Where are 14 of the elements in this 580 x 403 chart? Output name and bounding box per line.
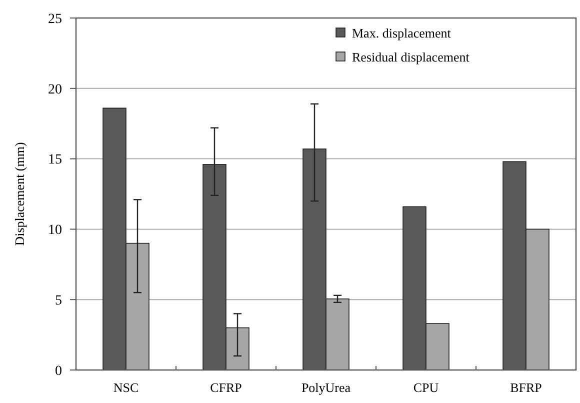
legend-label: Residual displacement xyxy=(352,50,470,65)
y-tick-label: 10 xyxy=(48,223,62,238)
y-axis-title: Displacement (mm) xyxy=(12,142,27,246)
y-tick-label: 25 xyxy=(48,12,62,27)
x-tick-label: BFRP xyxy=(510,380,542,395)
y-tick-label: 20 xyxy=(48,82,62,98)
x-tick-label: CPU xyxy=(413,380,440,395)
y-tick-label: 5 xyxy=(55,294,62,308)
y-tick-label: 15 xyxy=(48,152,62,168)
x-tick-label: PolyUrea xyxy=(301,380,351,395)
y-tick-label: 0 xyxy=(55,364,62,379)
legend-label: Max. displacement xyxy=(352,26,452,41)
x-tick-label: CFRP xyxy=(210,380,242,395)
x-tick-label: NSC xyxy=(113,380,139,395)
